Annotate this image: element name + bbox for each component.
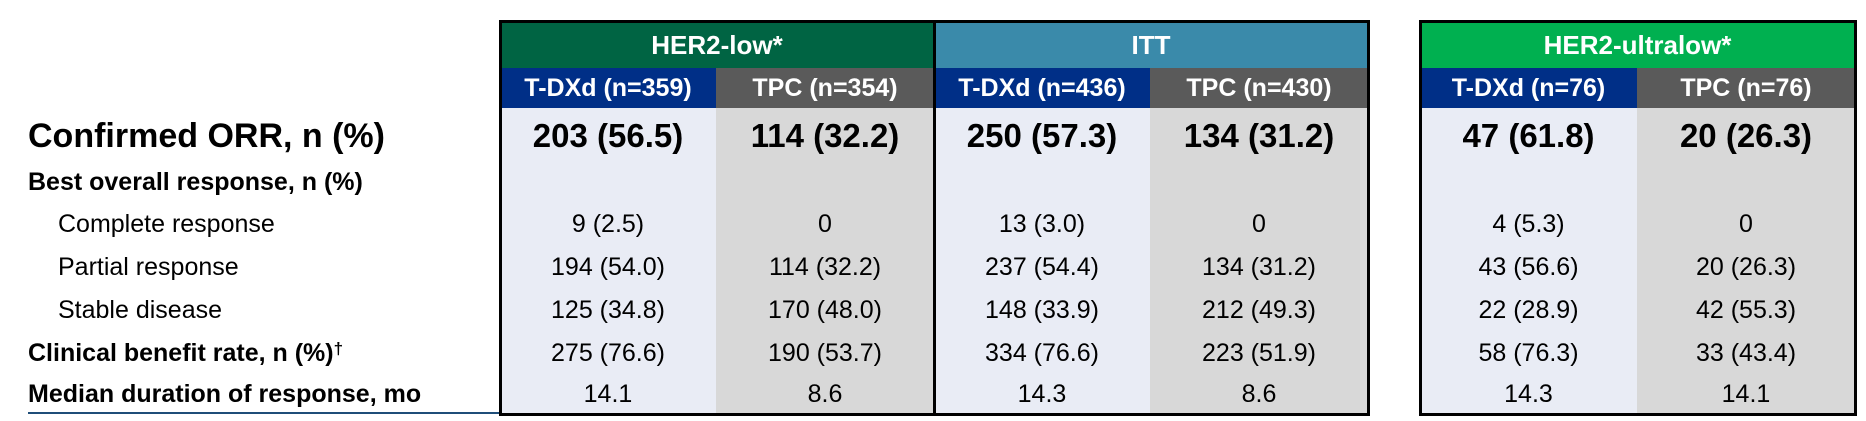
itt-tpc-column-bg xyxy=(1150,108,1368,413)
bottom-rule xyxy=(28,412,500,414)
her2-ultralow-frame xyxy=(1419,20,1857,416)
cell-cbr-her2-ultralow-tpc: 33 (43.4) xyxy=(1695,338,1797,367)
cell-orr-her2-low-tpc: 114 (32.2) xyxy=(750,117,900,154)
cell-cr-her2-low-tpc: 0 xyxy=(818,209,832,238)
itt-tdxd-column-bg xyxy=(934,108,1150,413)
cell-orr-her2-ultralow-tpc: 20 (26.3) xyxy=(1679,117,1813,154)
subheader-her2-low-tpc: TPC (n=354) xyxy=(716,68,934,108)
group-header-her2-ultralow: HER2-ultralow* xyxy=(1420,22,1855,68)
row-label-complete-response: Complete response xyxy=(58,209,275,238)
dagger-footnote-mark: † xyxy=(333,339,344,358)
group-header-itt: ITT xyxy=(934,22,1368,68)
row-label-median-duration: Median duration of response, mo xyxy=(28,379,422,408)
cell-cr-her2-ultralow-tpc: 0 xyxy=(1739,209,1753,238)
cell-sd-her2-ultralow-tpc: 42 (55.3) xyxy=(1695,295,1797,324)
cell-cbr-her2-low-tdxd: 275 (76.6) xyxy=(551,338,665,367)
cell-cbr-her2-ultralow-tdxd: 58 (76.3) xyxy=(1478,338,1579,367)
cell-dor-her2-low-tdxd: 14.1 xyxy=(583,379,633,408)
cell-orr-itt-tdxd: 250 (57.3) xyxy=(966,117,1118,154)
row-label-confirmed-orr: Confirmed ORR, n (%) xyxy=(28,116,385,155)
clinical-benefit-rate-text: Clinical benefit rate, n (%) xyxy=(28,338,334,367)
cell-pr-her2-low-tpc: 114 (32.2) xyxy=(768,252,882,281)
row-label-stable-disease: Stable disease xyxy=(58,295,223,324)
subheader-itt-tpc: TPC (n=430) xyxy=(1150,68,1368,108)
cell-cr-her2-ultralow-tdxd: 4 (5.3) xyxy=(1492,209,1565,238)
cell-pr-her2-ultralow-tpc: 20 (26.3) xyxy=(1695,252,1797,281)
cell-cbr-itt-tpc: 223 (51.9) xyxy=(1202,338,1316,367)
row-label-partial-response: Partial response xyxy=(58,252,239,281)
cell-sd-itt-tpc: 212 (49.3) xyxy=(1202,295,1316,324)
itt-frame xyxy=(933,20,1370,416)
cell-cr-her2-low-tdxd: 9 (2.5) xyxy=(571,209,645,238)
cell-cbr-itt-tdxd: 334 (76.6) xyxy=(985,338,1099,367)
cell-cbr-her2-low-tpc: 190 (53.7) xyxy=(768,338,882,367)
her2-ultralow-tpc-column-bg xyxy=(1637,108,1855,413)
cell-sd-her2-ultralow-tdxd: 22 (28.9) xyxy=(1478,295,1579,324)
subheader-her2-ultralow-tpc: TPC (n=76) xyxy=(1637,68,1855,108)
cell-dor-itt-tdxd: 14.3 xyxy=(1017,379,1067,408)
cell-dor-her2-ultralow-tpc: 14.1 xyxy=(1721,379,1771,408)
cell-pr-itt-tdxd: 237 (54.4) xyxy=(985,252,1099,281)
group-header-her2-low: HER2-low* xyxy=(500,22,934,68)
cell-orr-itt-tpc: 134 (31.2) xyxy=(1183,117,1335,154)
cell-sd-her2-low-tdxd: 125 (34.8) xyxy=(551,295,665,324)
cell-dor-her2-low-tpc: 8.6 xyxy=(807,379,843,408)
cell-sd-itt-tdxd: 148 (33.9) xyxy=(985,295,1099,324)
cell-orr-her2-ultralow-tdxd: 47 (61.8) xyxy=(1462,117,1595,154)
subheader-her2-ultralow-tdxd: T-DXd (n=76) xyxy=(1420,68,1637,108)
her2-ultralow-tdxd-column-bg xyxy=(1420,108,1637,413)
row-label-best-overall-response: Best overall response, n (%) xyxy=(28,167,363,196)
her2-low-tpc-column-bg xyxy=(716,108,934,413)
cell-cr-itt-tpc: 0 xyxy=(1252,209,1266,238)
cell-cr-itt-tdxd: 13 (3.0) xyxy=(998,209,1086,238)
cell-sd-her2-low-tpc: 170 (48.0) xyxy=(768,295,882,324)
her2-low-tdxd-column-bg xyxy=(500,108,716,413)
cell-dor-itt-tpc: 8.6 xyxy=(1241,379,1277,408)
cell-pr-her2-low-tdxd: 194 (54.0) xyxy=(551,252,665,281)
cell-dor-her2-ultralow-tdxd: 14.3 xyxy=(1504,379,1553,408)
cell-orr-her2-low-tdxd: 203 (56.5) xyxy=(532,117,684,154)
cell-pr-her2-ultralow-tdxd: 43 (56.6) xyxy=(1478,252,1579,281)
subheader-her2-low-tdxd: T-DXd (n=359) xyxy=(500,68,716,108)
her2-low-frame xyxy=(499,20,936,416)
cell-pr-itt-tpc: 134 (31.2) xyxy=(1202,252,1316,281)
subheader-itt-tdxd: T-DXd (n=436) xyxy=(934,68,1150,108)
row-label-clinical-benefit-rate: Clinical benefit rate, n (%) † xyxy=(28,334,343,372)
